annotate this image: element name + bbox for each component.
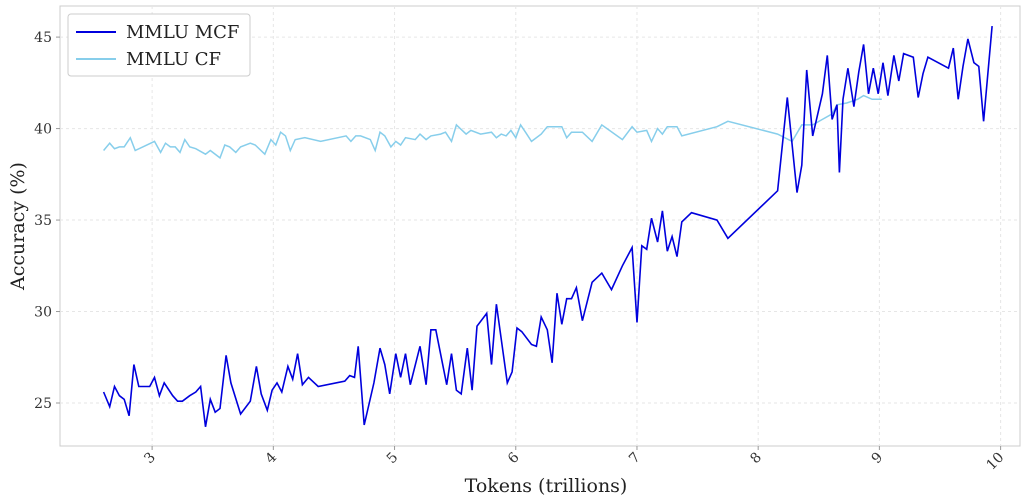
x-axis-label: Tokens (trillions) [465, 475, 628, 497]
data-line [102, 26, 993, 427]
x-tick-label: 8 [747, 450, 765, 468]
legend: MMLU MCF MMLU CF [67, 13, 251, 77]
x-tick-label: 5 [384, 450, 402, 468]
legend-frame [67, 13, 251, 77]
x-tick-label: 6 [505, 449, 523, 467]
y-axis-label: Accuracy (%) [7, 162, 29, 291]
x-tick-label: 4 [263, 449, 281, 467]
y-tick-label: 35 [34, 213, 52, 229]
x-tick-label: 3 [141, 450, 159, 468]
x-tick-label: 7 [626, 450, 644, 468]
y-tick-label: 25 [34, 396, 52, 412]
y-tick-label: 40 [34, 122, 52, 138]
data-line [103, 94, 882, 160]
legend-label: MMLU MCF [126, 22, 239, 43]
y-tick-label: 30 [34, 305, 52, 321]
x-tick-label: 9 [869, 450, 887, 468]
y-tick-label: 45 [34, 30, 52, 46]
legend-label: MMLU CF [126, 49, 221, 70]
plot-area [59, 5, 1021, 447]
x-tick-label: 10 [984, 450, 1008, 474]
